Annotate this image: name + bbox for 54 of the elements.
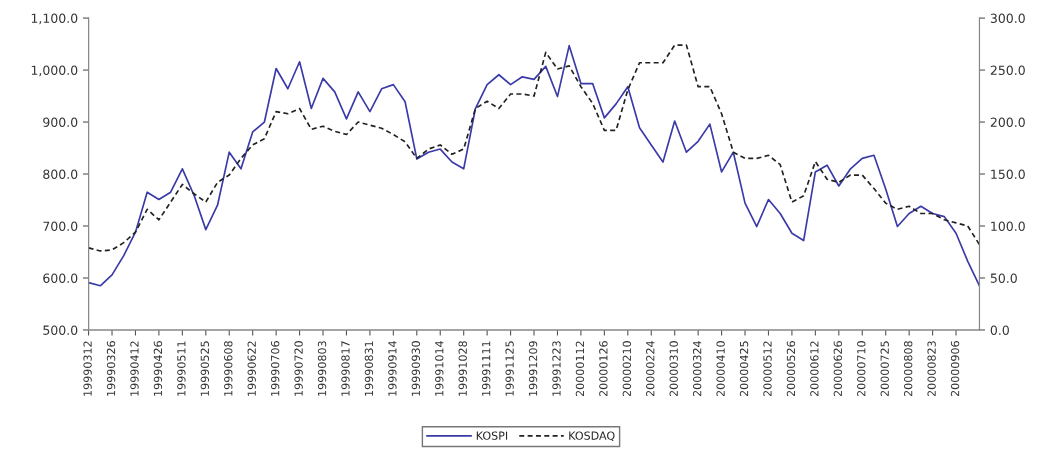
x-tick-label: 19990930 — [411, 341, 421, 396]
y2-tick-label: 300.0 — [990, 13, 1025, 24]
y-tick-label: 1,000.0 — [31, 65, 78, 77]
x-tick-label: 19990706 — [270, 341, 280, 396]
x-tick-label: 20000526 — [786, 341, 796, 397]
y-tick-label: 700.0 — [43, 221, 78, 231]
x-tick-label: 20000710 — [857, 341, 866, 397]
x-tick-label: 19990831 — [364, 341, 374, 396]
x-tick-label: 19990426 — [153, 341, 163, 396]
y-tick-label: 600.0 — [43, 273, 78, 283]
x-tick-label: 19991111 — [481, 341, 491, 396]
x-tick-label: 19990817 — [341, 341, 350, 396]
x-tick-label: 20000324 — [692, 341, 702, 397]
x-tick-label: 20000808 — [903, 341, 913, 397]
y2-tick-label: 250.0 — [990, 65, 1025, 75]
x-tick-label: 20000725 — [880, 341, 889, 397]
x-tick-label: 19991223 — [552, 341, 561, 396]
x-tick-label: 19990511 — [177, 341, 186, 396]
x-tick-label: 19990720 — [294, 341, 303, 396]
x-tick-label: 20000224 — [646, 341, 655, 397]
y-tick-label: 800.0 — [43, 169, 78, 179]
x-tick-label: 19990326 — [106, 341, 116, 396]
legend-label: KOSPI — [476, 431, 508, 440]
x-tick-label: 20000906 — [950, 341, 960, 397]
x-tick-label: 20000612 — [810, 341, 819, 397]
y2-tick-label: 200.0 — [990, 117, 1025, 127]
x-tick-label: 19990803 — [317, 341, 327, 396]
x-tick-label: 20000512 — [763, 341, 772, 397]
y-tick-label: 900.0 — [43, 117, 78, 127]
x-tick-label: 20000210 — [622, 341, 632, 397]
legend-label: KOSDAQ — [569, 431, 615, 442]
x-tick-label: 19991209 — [528, 341, 538, 396]
x-tick-label: 20000112 — [575, 341, 585, 397]
x-tick-label: 19991014 — [435, 341, 444, 396]
y-tick-label: 1,100.0 — [31, 13, 78, 25]
x-tick-label: 19990608 — [224, 341, 233, 396]
y-tick-label: 500.0 — [43, 325, 78, 335]
y2-tick-label: 150.0 — [991, 169, 1025, 179]
y2-tick-label: 0.0 — [990, 325, 1009, 335]
x-tick-label: 19991028 — [458, 341, 467, 396]
x-tick-label: 19990525 — [200, 341, 210, 396]
y2-tick-label: 50.0 — [990, 273, 1017, 283]
x-tick-label: 20000410 — [716, 341, 725, 397]
y2-tick-label: 100.0 — [991, 221, 1025, 231]
x-tick-label: 20000626 — [833, 341, 843, 397]
x-tick-label: 19990312 — [83, 341, 92, 396]
x-tick-label: 20000310 — [669, 341, 678, 397]
x-tick-label: 20000126 — [599, 341, 608, 397]
x-tick-label: 19990412 — [130, 341, 139, 396]
x-tick-label: 19990914 — [388, 341, 397, 396]
x-tick-label: 19991125 — [505, 341, 514, 396]
x-tick-label: 20000823 — [927, 341, 936, 397]
x-tick-label: 20000425 — [739, 341, 749, 397]
x-tick-label: 19990622 — [247, 341, 256, 396]
